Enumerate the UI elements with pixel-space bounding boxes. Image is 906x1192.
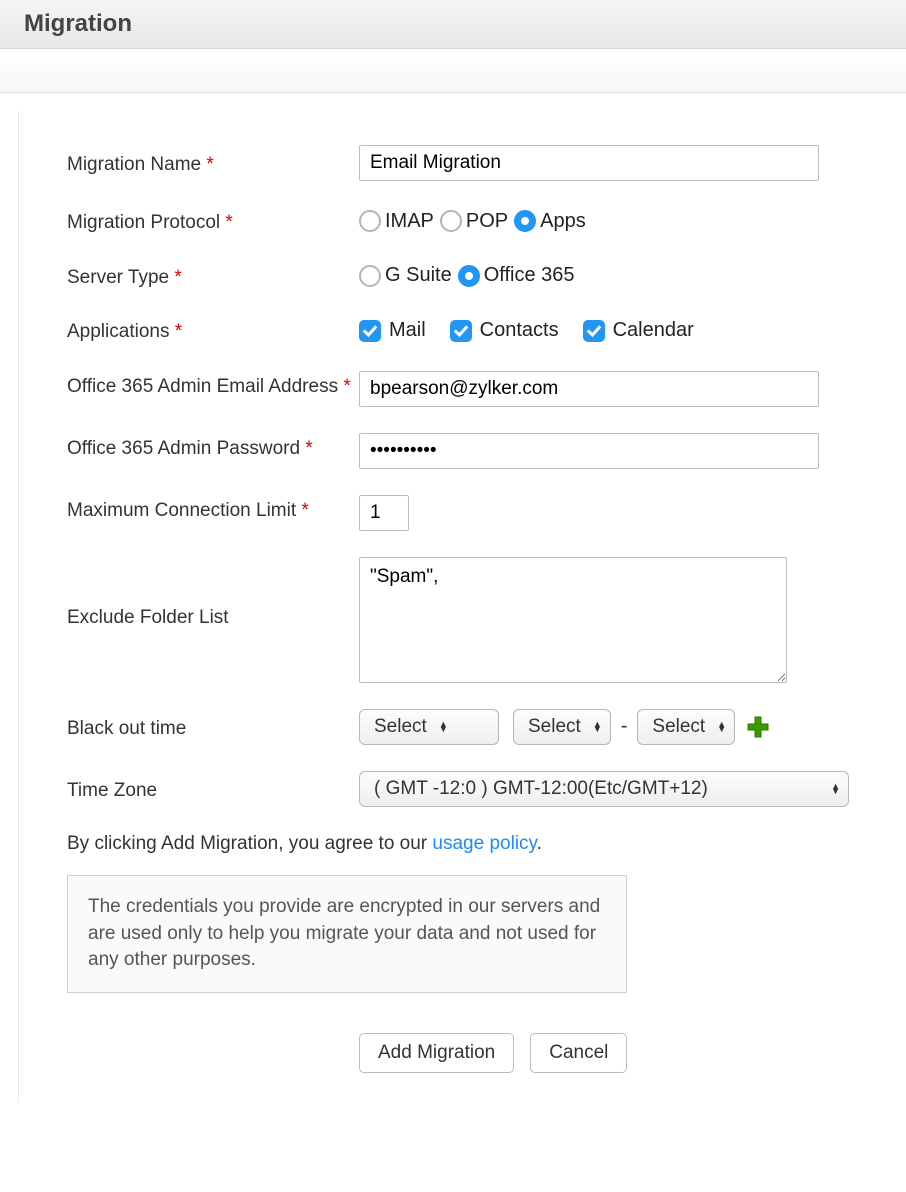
blackout-select-3[interactable]: Select ▲▼ [637,709,735,745]
page-title: Migration [24,10,882,38]
radio-icon [458,265,480,287]
add-migration-button[interactable]: Add Migration [359,1033,514,1073]
usage-policy-link[interactable]: usage policy [432,833,536,854]
protocol-radio-imap[interactable]: IMAP [359,210,434,233]
applications-label: Applications * [67,316,359,345]
checkbox-icon [359,320,381,342]
select-arrows-icon: ▲▼ [831,784,840,794]
page-header: Migration [0,0,906,49]
timezone-select[interactable]: ( GMT -12:0 ) GMT-12:00(Etc/GMT+12) ▲▼ [359,771,849,807]
admin-email-label: Office 365 Admin Email Address * [67,371,359,400]
sub-toolbar [0,49,906,93]
select-arrows-icon: ▲▼ [593,722,602,732]
admin-password-input[interactable] [359,433,819,469]
select-arrows-icon: ▲▼ [717,722,726,732]
checkbox-icon [450,320,472,342]
add-blackout-icon[interactable] [747,716,769,738]
blackout-select-2[interactable]: Select ▲▼ [513,709,611,745]
max-conn-label: Maximum Connection Limit * [67,495,359,524]
migration-name-input[interactable] [359,145,819,181]
server-radio-office365[interactable]: Office 365 [458,264,575,287]
server-radio-gsuite[interactable]: G Suite [359,264,452,287]
migration-form: Migration Name * Migration Protocol * IM… [18,111,906,1103]
exclude-folder-textarea[interactable] [359,557,787,683]
migration-protocol-label: Migration Protocol * [67,207,359,236]
select-arrows-icon: ▲▼ [439,722,448,732]
migration-name-label: Migration Name * [67,149,359,178]
blackout-label: Black out time [67,713,359,742]
checkbox-icon [583,320,605,342]
max-conn-input[interactable] [359,495,409,531]
timezone-label: Time Zone [67,775,359,804]
exclude-folder-label: Exclude Folder List [67,557,359,631]
radio-icon [440,210,462,232]
app-check-mail[interactable]: Mail [359,319,426,342]
app-check-contacts[interactable]: Contacts [450,319,559,342]
credentials-info-box: The credentials you provide are encrypte… [67,875,627,993]
admin-password-label: Office 365 Admin Password * [67,433,359,462]
cancel-button[interactable]: Cancel [530,1033,627,1073]
radio-icon [514,210,536,232]
agree-text: By clicking Add Migration, you agree to … [67,833,882,855]
radio-icon [359,210,381,232]
radio-icon [359,265,381,287]
server-type-label: Server Type * [67,262,359,291]
blackout-select-1[interactable]: Select ▲▼ [359,709,499,745]
admin-email-input[interactable] [359,371,819,407]
protocol-radio-pop[interactable]: POP [440,210,508,233]
app-check-calendar[interactable]: Calendar [583,319,694,342]
protocol-radio-apps[interactable]: Apps [514,210,586,233]
